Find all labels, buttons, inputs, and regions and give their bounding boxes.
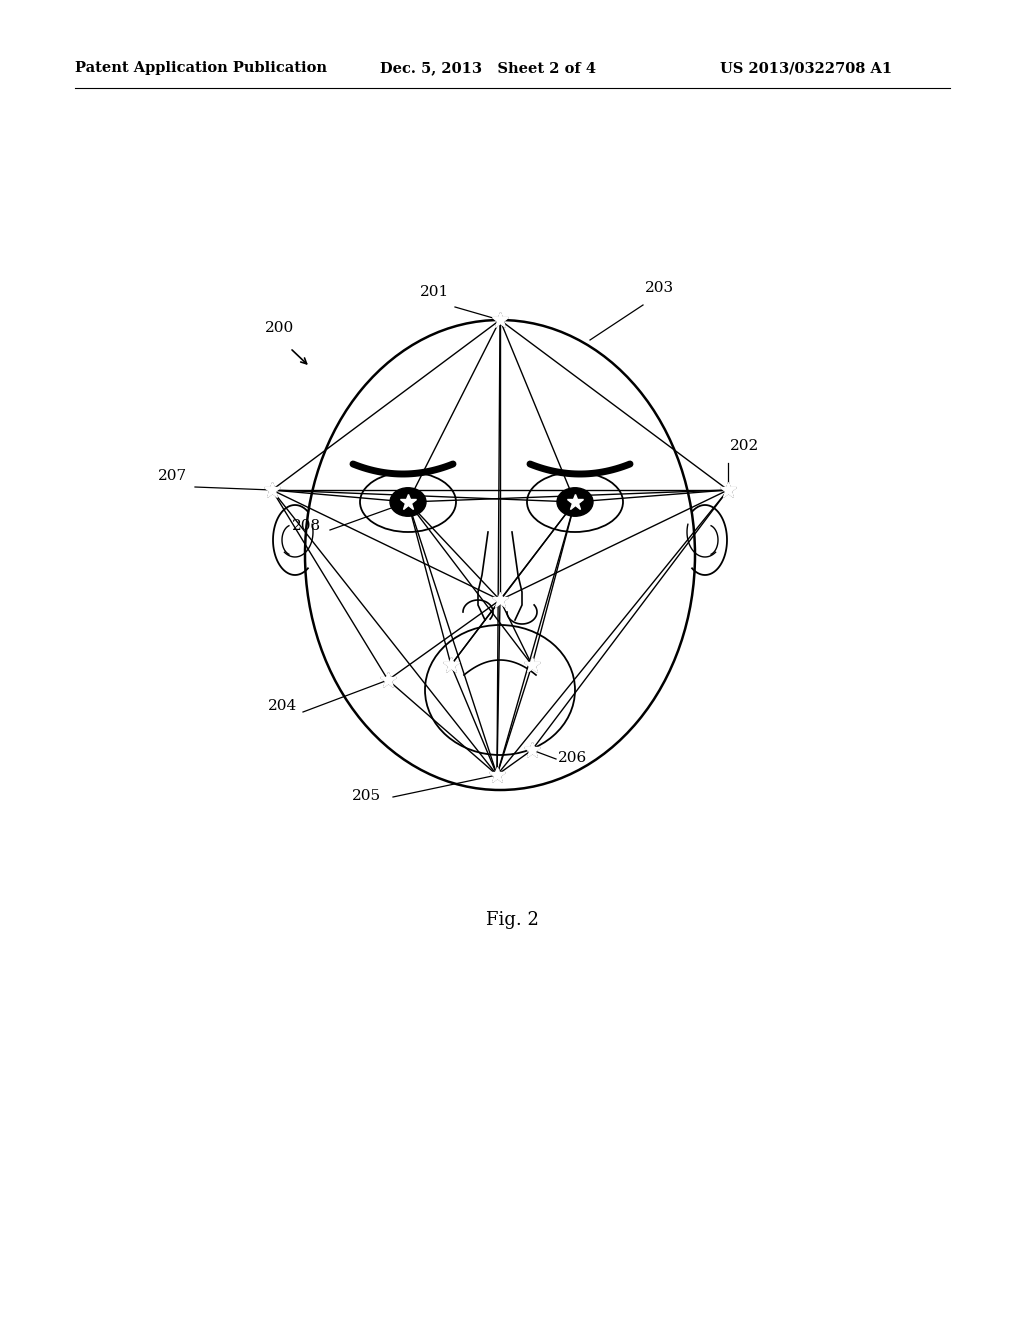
Ellipse shape bbox=[557, 488, 593, 516]
Text: 205: 205 bbox=[352, 789, 381, 803]
Ellipse shape bbox=[390, 488, 426, 516]
Text: US 2013/0322708 A1: US 2013/0322708 A1 bbox=[720, 61, 892, 75]
Text: Dec. 5, 2013   Sheet 2 of 4: Dec. 5, 2013 Sheet 2 of 4 bbox=[380, 61, 596, 75]
Text: 200: 200 bbox=[265, 321, 294, 335]
Text: Patent Application Publication: Patent Application Publication bbox=[75, 61, 327, 75]
Text: 202: 202 bbox=[730, 440, 759, 453]
Text: 208: 208 bbox=[292, 519, 322, 533]
Text: 206: 206 bbox=[558, 751, 587, 766]
Text: 207: 207 bbox=[158, 469, 187, 483]
Text: 203: 203 bbox=[645, 281, 674, 294]
Text: Fig. 2: Fig. 2 bbox=[485, 911, 539, 929]
Text: 201: 201 bbox=[420, 285, 450, 300]
Text: 204: 204 bbox=[268, 700, 297, 713]
